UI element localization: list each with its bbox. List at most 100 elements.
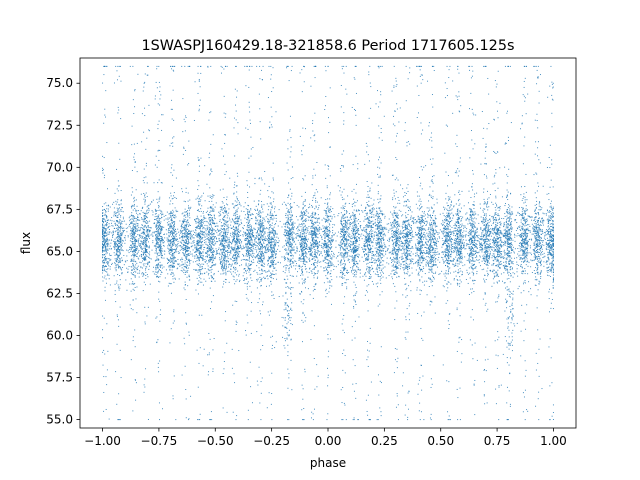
data-point [301,238,303,240]
data-point [142,180,144,182]
data-point [145,259,147,261]
data-point [236,253,238,255]
data-point [144,196,146,198]
data-point [121,272,123,274]
data-point [261,256,263,258]
data-point [118,185,120,187]
data-point [233,207,235,209]
data-point [155,230,157,232]
data-point [213,233,215,235]
data-point [290,255,292,257]
data-point [206,252,208,254]
data-point [245,85,247,87]
data-point [224,256,226,258]
data-point [227,226,229,228]
data-point [131,247,133,249]
data-point [250,277,252,279]
data-point [116,252,118,254]
data-point [187,65,189,67]
data-point [253,253,255,255]
data-point [207,230,209,232]
data-point [270,245,272,247]
data-point [185,149,187,151]
data-point [271,254,273,256]
data-point [115,227,117,229]
data-point [233,192,235,194]
data-point [287,224,289,226]
data-point [209,214,211,216]
data-point [169,265,171,267]
data-point [108,233,110,235]
data-point [170,226,172,228]
data-point [170,274,172,276]
data-point [301,217,303,219]
data-point [222,407,224,409]
data-point [102,233,104,235]
data-point [248,232,249,234]
data-point [246,286,248,288]
data-point [293,239,295,241]
data-point [198,198,200,200]
data-point [103,266,105,268]
data-point [297,226,299,228]
data-point [176,244,178,246]
data-point [105,245,107,247]
data-point [187,214,189,216]
data-point [236,238,238,240]
data-point [268,242,270,244]
data-point [286,67,288,69]
data-point [118,266,120,268]
data-point [268,285,270,287]
data-point [267,238,269,240]
data-point [289,246,291,248]
data-point [119,222,121,224]
data-point [140,245,142,247]
data-point [134,227,136,229]
data-point [303,263,305,265]
data-point [132,246,133,248]
data-point [104,257,106,259]
data-point [117,246,119,248]
data-point [216,251,218,253]
data-point [261,238,263,240]
data-point [141,242,143,244]
data-point [106,271,108,273]
data-point [147,225,149,227]
data-point [234,88,236,90]
data-point [179,249,181,251]
data-point [213,274,215,276]
data-point [175,234,177,236]
data-point [198,242,200,244]
data-point [111,225,113,227]
data-point [260,264,262,266]
data-point [147,246,149,248]
data-point [132,209,134,211]
data-point [230,243,232,245]
data-point [263,225,265,227]
data-point [146,274,148,276]
data-point [184,214,186,216]
data-point [161,238,163,240]
data-point [115,270,117,272]
data-point [274,245,276,247]
data-point [222,248,224,250]
data-point [118,264,120,266]
data-point [252,236,254,238]
data-point [134,276,136,278]
data-point [270,106,272,108]
data-point [186,213,188,215]
data-point [148,256,150,258]
data-point [209,227,211,229]
data-point [118,236,120,238]
data-point [271,259,273,261]
data-point [263,247,265,249]
data-point [272,266,274,268]
data-point [255,205,257,207]
data-point [213,235,215,237]
data-point [261,270,263,272]
data-point [234,218,236,220]
data-point [199,270,201,272]
data-point [156,253,158,255]
data-point [223,247,225,249]
data-point [270,249,272,251]
